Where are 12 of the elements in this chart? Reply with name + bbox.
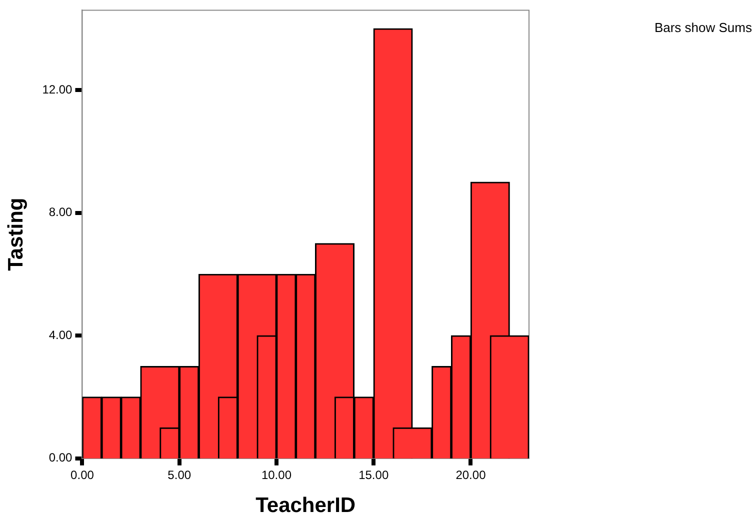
x-tick-label: 20.00 — [456, 468, 486, 482]
y-tick-label: 4.00 — [48, 328, 73, 342]
x-tick-label: 0.00 — [70, 468, 94, 482]
text: Bars show Sums — [654, 20, 752, 36]
x-axis-title: TeacherID — [256, 494, 356, 518]
y-tick-label: 12.00 — [42, 82, 73, 96]
y-tick-label: 8.00 — [48, 205, 73, 220]
y-axis-title: Tasting — [4, 198, 28, 271]
x-tick-label: 10.00 — [261, 468, 292, 482]
x-tick-label: 5.00 — [168, 468, 192, 482]
x-tick-label: 15.00 — [358, 468, 389, 482]
y-tick-label: 0.00 — [48, 450, 73, 465]
